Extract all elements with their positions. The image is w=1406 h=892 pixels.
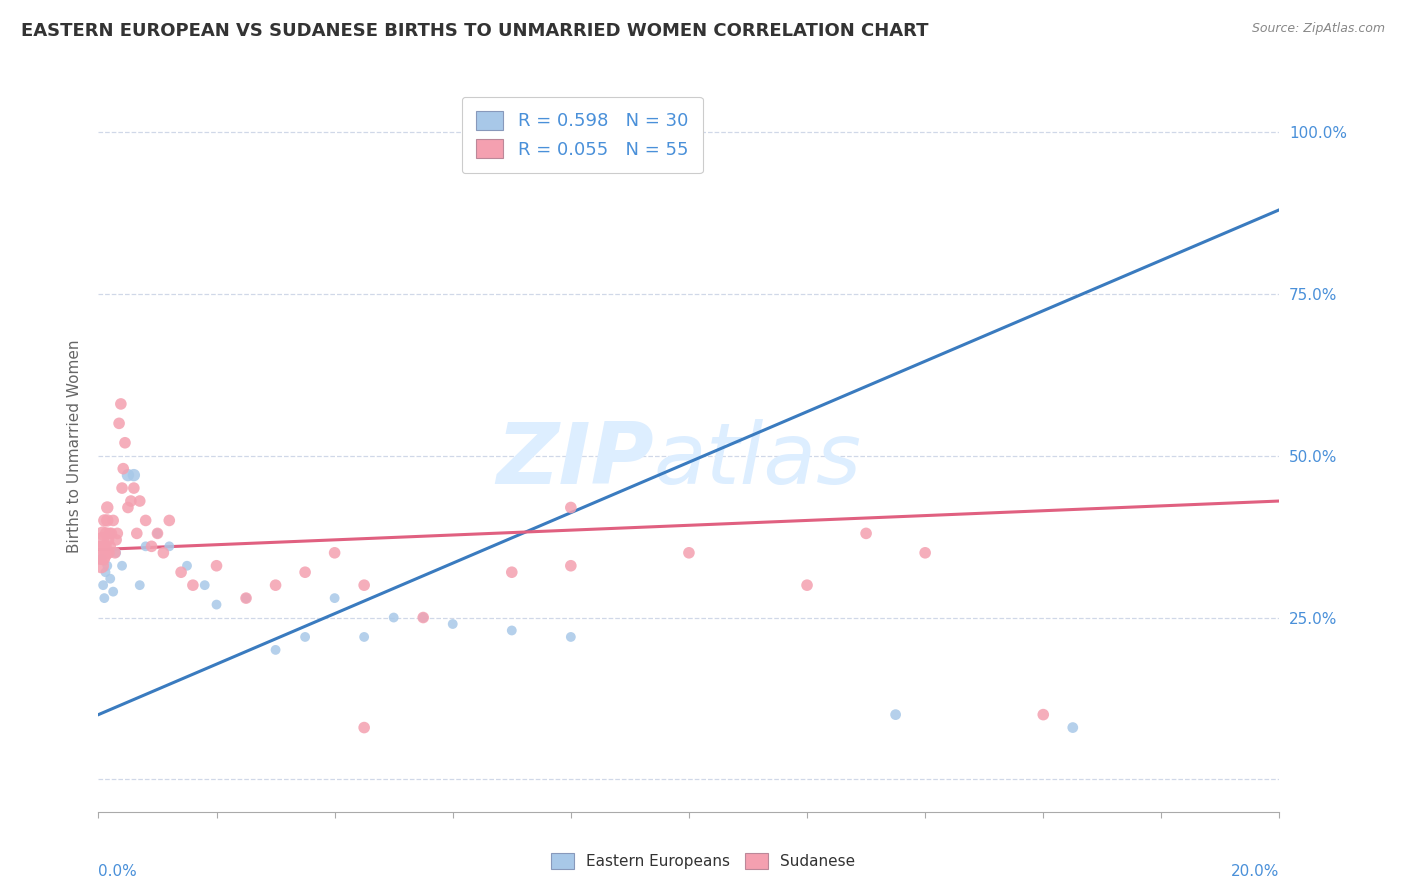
Point xyxy=(194,578,217,592)
Point xyxy=(94,539,117,553)
Point xyxy=(501,624,523,638)
Point xyxy=(135,513,157,527)
Point xyxy=(120,494,142,508)
Point xyxy=(108,417,131,431)
Point xyxy=(122,468,145,483)
Point xyxy=(353,721,375,735)
Point xyxy=(97,533,120,547)
Point xyxy=(1032,707,1054,722)
Text: 20.0%: 20.0% xyxy=(1232,863,1279,879)
Point xyxy=(90,533,112,547)
Point xyxy=(294,630,316,644)
Point xyxy=(176,558,198,573)
Point xyxy=(135,539,157,553)
Point xyxy=(855,526,877,541)
Point xyxy=(96,558,118,573)
Point xyxy=(103,513,125,527)
Point xyxy=(441,617,464,632)
Point xyxy=(96,500,118,515)
Point xyxy=(678,546,700,560)
Point xyxy=(560,500,582,515)
Point xyxy=(105,533,128,547)
Point xyxy=(205,598,228,612)
Text: 0.0%: 0.0% xyxy=(98,863,138,879)
Point xyxy=(114,435,136,450)
Point xyxy=(560,630,582,644)
Point xyxy=(111,558,134,573)
Point xyxy=(157,513,180,527)
Text: ZIP: ZIP xyxy=(496,419,654,502)
Point xyxy=(98,539,121,553)
Point xyxy=(110,397,132,411)
Point xyxy=(122,481,145,495)
Point xyxy=(146,526,169,541)
Point xyxy=(93,546,115,560)
Point xyxy=(94,566,117,580)
Point xyxy=(91,526,114,541)
Point xyxy=(90,558,112,573)
Point xyxy=(125,526,148,541)
Point xyxy=(91,578,114,592)
Point xyxy=(146,526,169,541)
Text: Source: ZipAtlas.com: Source: ZipAtlas.com xyxy=(1251,22,1385,36)
Point xyxy=(105,526,128,541)
Point xyxy=(157,539,180,553)
Point xyxy=(89,546,111,560)
Point xyxy=(412,610,434,624)
Point xyxy=(560,558,582,573)
Point xyxy=(353,578,375,592)
Point xyxy=(91,539,114,553)
Point xyxy=(90,552,112,566)
Point xyxy=(152,546,174,560)
Point xyxy=(141,539,163,553)
Point xyxy=(93,591,115,606)
Point xyxy=(96,546,118,560)
Point xyxy=(914,546,936,560)
Point xyxy=(98,546,121,560)
Point xyxy=(94,526,117,541)
Point xyxy=(353,630,375,644)
Point xyxy=(264,643,287,657)
Point xyxy=(111,481,134,495)
Point xyxy=(181,578,204,592)
Text: atlas: atlas xyxy=(654,419,862,502)
Point xyxy=(105,546,128,560)
Point xyxy=(412,610,434,624)
Point xyxy=(93,513,115,527)
Point xyxy=(796,578,818,592)
Point xyxy=(103,584,125,599)
Point xyxy=(323,591,346,606)
Point xyxy=(264,578,287,592)
Y-axis label: Births to Unmarried Women: Births to Unmarried Women xyxy=(66,339,82,553)
Point xyxy=(100,526,122,541)
Point xyxy=(235,591,257,606)
Legend: R = 0.598   N = 30, R = 0.055   N = 55: R = 0.598 N = 30, R = 0.055 N = 55 xyxy=(461,96,703,173)
Point xyxy=(93,552,115,566)
Point xyxy=(112,461,135,475)
Point xyxy=(382,610,405,624)
Point xyxy=(323,546,346,560)
Point xyxy=(96,513,118,527)
Point xyxy=(205,558,228,573)
Point xyxy=(98,526,121,541)
Point xyxy=(884,707,907,722)
Point xyxy=(128,494,150,508)
Point xyxy=(235,591,257,606)
Text: EASTERN EUROPEAN VS SUDANESE BIRTHS TO UNMARRIED WOMEN CORRELATION CHART: EASTERN EUROPEAN VS SUDANESE BIRTHS TO U… xyxy=(21,22,928,40)
Point xyxy=(128,578,150,592)
Point xyxy=(294,566,316,580)
Point xyxy=(1062,721,1084,735)
Point xyxy=(170,566,193,580)
Point xyxy=(98,572,121,586)
Point xyxy=(104,546,127,560)
Point xyxy=(117,468,139,483)
Point xyxy=(117,500,139,515)
Legend: Eastern Europeans, Sudanese: Eastern Europeans, Sudanese xyxy=(544,847,862,875)
Point xyxy=(501,566,523,580)
